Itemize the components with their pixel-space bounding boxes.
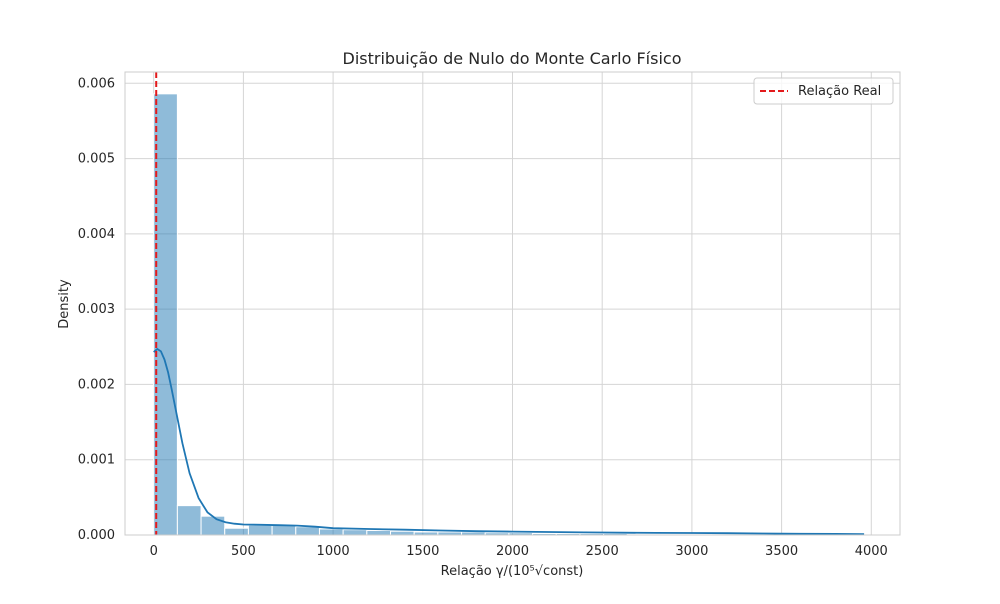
kde-layer [153, 347, 865, 535]
y-tick-label: 0.000 [78, 528, 115, 543]
histogram-bar [318, 528, 344, 536]
legend-box [753, 77, 894, 105]
y-tick-label: 0.006 [78, 76, 115, 91]
histogram-bar [342, 529, 368, 536]
x-tick-label: 1000 [317, 544, 350, 559]
x-tick-label: 2000 [496, 544, 529, 559]
histogram-bar [224, 527, 249, 536]
y-tick-label: 0.002 [78, 377, 115, 392]
kde-curve [153, 347, 865, 535]
y-tick-label: 0.004 [78, 227, 115, 242]
histogram-bar [176, 505, 202, 536]
histogram-bar [271, 524, 297, 536]
histogram-bar [390, 530, 415, 536]
x-axis-ticks: 0 500 1000 1500 2000 2500 3000 3500 4000 [150, 544, 888, 559]
x-tick-label: 3000 [675, 544, 708, 559]
y-tick-label: 0.001 [78, 453, 115, 468]
legend: Relação Real [753, 77, 894, 105]
x-tick-label: 500 [231, 544, 256, 559]
histogram-bar [366, 529, 392, 536]
plot-area [124, 71, 901, 536]
y-axis-label: Density [57, 279, 72, 329]
histogram-bar [247, 524, 273, 536]
plot-frame [124, 71, 901, 536]
legend-label: Relação Real [798, 84, 881, 99]
y-tick-label: 0.005 [78, 152, 115, 167]
histogram-bar [295, 526, 320, 536]
y-tick-label: 0.003 [78, 302, 115, 317]
x-tick-label: 0 [150, 544, 158, 559]
histogram-bar [153, 93, 178, 536]
y-axis-ticks: 0.000 0.001 0.002 0.003 0.004 0.005 0.006 [78, 76, 115, 543]
x-tick-label: 4000 [855, 544, 888, 559]
histogram-bar [200, 515, 226, 536]
chart-title: Distribuição de Nulo do Monte Carlo Físi… [343, 49, 682, 68]
x-axis-label: Relação γ/(10⁵√const) [441, 564, 584, 579]
x-tick-label: 1500 [406, 544, 439, 559]
x-tick-label: 2500 [586, 544, 619, 559]
x-tick-label: 3500 [765, 544, 798, 559]
